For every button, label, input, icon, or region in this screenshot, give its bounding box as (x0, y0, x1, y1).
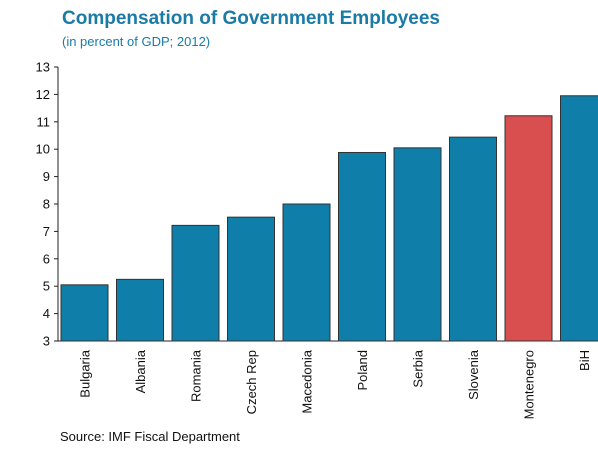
bar-slovenia (449, 136, 497, 342)
bar-macedonia (282, 203, 331, 342)
bar-czech-rep (227, 216, 275, 342)
y-tick-label: 3 (43, 334, 50, 349)
bar-bih (560, 95, 598, 342)
y-tick-label: 8 (43, 197, 50, 212)
y-tick-label: 10 (36, 142, 50, 157)
y-tick-label: 7 (43, 224, 50, 239)
x-category-label: Serbia (411, 349, 426, 387)
y-tick-label: 13 (36, 60, 50, 75)
bar-romania (171, 224, 220, 342)
y-tick-label: 9 (43, 169, 50, 184)
x-category-label: Macedonia (300, 349, 315, 413)
bar-serbia (393, 147, 442, 342)
y-tick-label: 12 (36, 87, 50, 102)
bar-poland (338, 151, 386, 342)
chart-subtitle: (in percent of GDP; 2012) (62, 34, 211, 49)
x-category-label: Czech Rep (244, 350, 259, 414)
bar-albania (116, 278, 164, 342)
x-category-label: Slovenia (466, 349, 481, 400)
x-category-label: Albania (133, 349, 148, 393)
x-category-label: Montenegro (522, 350, 537, 419)
x-category-label: Bulgaria (78, 349, 93, 397)
y-tick-label: 4 (43, 306, 50, 321)
x-category-label: BiH (577, 350, 592, 371)
x-category-label: Poland (355, 350, 370, 390)
category-labels: Bulgaria Albania Romania Czech Rep Macedonia… (78, 349, 593, 419)
y-tick-label: 6 (43, 251, 50, 266)
bar-bulgaria (60, 284, 109, 342)
chart-title: Compensation of Government Employees (62, 8, 440, 29)
y-tick-label: 11 (37, 114, 51, 129)
bars (60, 95, 598, 342)
y-tick-label: 5 (43, 279, 50, 294)
source-note: Source: IMF Fiscal Department (60, 429, 240, 444)
bar-montenegro (504, 115, 553, 342)
x-category-label: Romania (189, 349, 204, 402)
